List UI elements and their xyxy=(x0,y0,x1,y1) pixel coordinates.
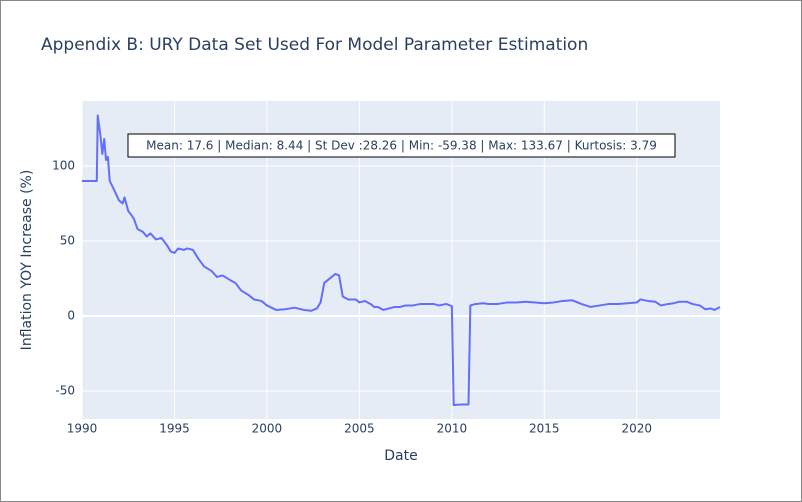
x-tick-label: 1995 xyxy=(159,422,190,436)
y-axis-label: Inflation YOY Increase (%) xyxy=(19,170,35,351)
marks xyxy=(82,114,721,407)
chart-title: Appendix B: URY Data Set Used For Model … xyxy=(41,35,588,55)
x-tick-label: 2010 xyxy=(437,422,468,436)
x-tick-label: 2020 xyxy=(622,422,653,436)
x-tick-label: 2015 xyxy=(529,422,560,436)
x-axis-label: Date xyxy=(384,448,417,464)
x-tick-label: 2005 xyxy=(344,422,375,436)
annotation-box xyxy=(127,133,676,158)
annotation: Mean: 17.6 | Median: 8.44 | St Dev :28.2… xyxy=(146,139,657,153)
y-tick-label: 50 xyxy=(60,233,75,247)
y-tick-label: 0 xyxy=(67,308,75,322)
y-tick-label: 100 xyxy=(52,158,75,172)
x-tick-label: 2000 xyxy=(252,422,283,436)
data-line xyxy=(82,114,721,407)
y-tick-label: -50 xyxy=(55,383,75,397)
x-tick-label: 1990 xyxy=(67,422,98,436)
